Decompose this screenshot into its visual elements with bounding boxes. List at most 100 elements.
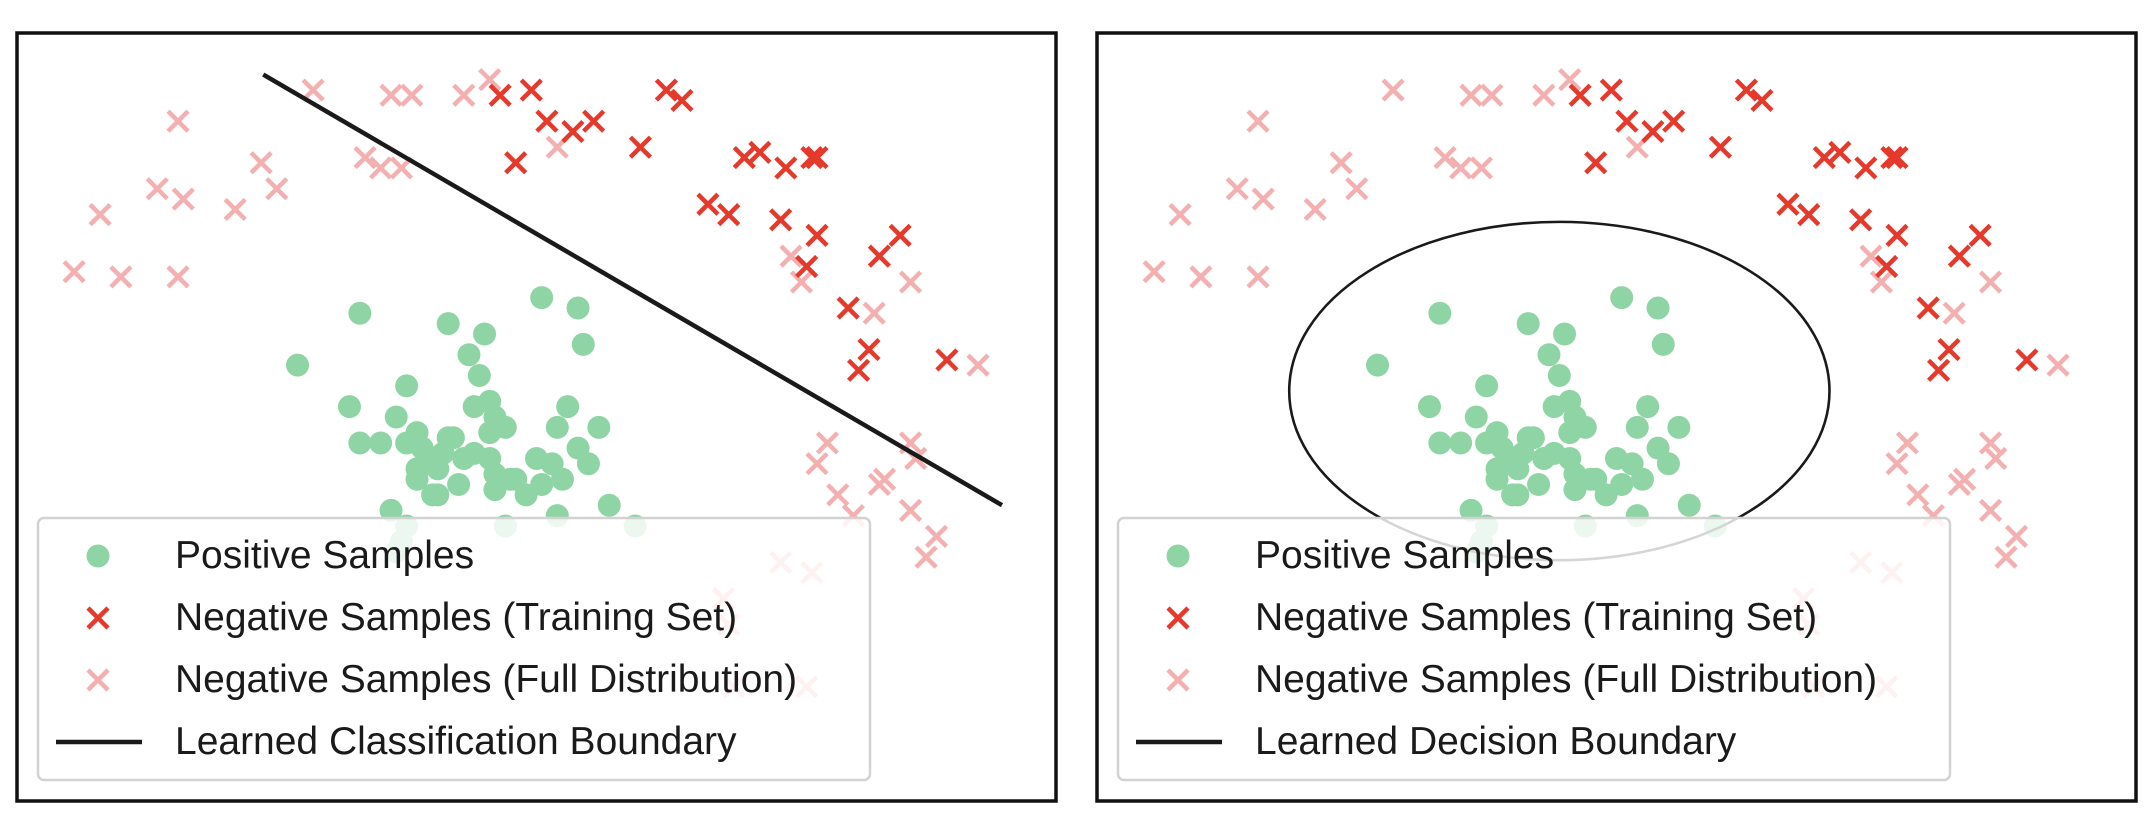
negative-full-point [1942, 301, 1966, 325]
legend-marker-negative-train [86, 606, 110, 630]
positive-point [348, 431, 372, 455]
negative-train-point-stroke [1854, 156, 1878, 180]
negative-full-point-stroke [88, 203, 112, 227]
negative-full-point [1225, 177, 1249, 201]
negative-train-point [1734, 78, 1758, 102]
negative-full-point-stroke [1869, 270, 1894, 294]
negative-train-point-stroke [1797, 203, 1821, 227]
negative-train-point [2015, 348, 2039, 372]
legend-label-negative-train: Negative Samples (Training Set) [175, 596, 737, 639]
legend-label-boundary: Learned Decision Boundary [1255, 720, 1737, 763]
negative-train-point [774, 156, 798, 180]
negative-full-point [171, 187, 195, 211]
positive-point [1610, 286, 1634, 310]
negative-full-point-stroke [1952, 467, 1977, 491]
negative-train-point [769, 208, 793, 232]
negative-full-point-stroke [2004, 524, 2029, 548]
panel-decision: Positive Samples Negative Samples (Train… [1095, 31, 2138, 803]
negative-full-point-stroke [1895, 431, 1920, 455]
negative-train-point [1615, 109, 1639, 133]
positive-point [1417, 395, 1441, 419]
negative-train-point-stroke [1750, 88, 1774, 113]
positive-point [1625, 415, 1649, 439]
negative-full-point-stroke [1246, 265, 1270, 289]
negative-full-point [109, 265, 133, 289]
negative-full-point-stroke [1480, 83, 1504, 107]
negative-full-point-stroke [924, 524, 949, 548]
positive-point [1366, 353, 1390, 377]
negative-train-point [1885, 223, 1909, 247]
legend-label-positive: Positive Samples [175, 534, 474, 577]
negative-full-point-stroke [1978, 431, 2003, 455]
negative-full-point [1246, 109, 1270, 133]
positive-point [1485, 457, 1509, 481]
positive-point [550, 467, 574, 491]
legend-box [36, 516, 872, 782]
negative-full-point-stroke [171, 187, 195, 211]
negative-full-point-stroke [826, 483, 850, 507]
positive-point [384, 405, 408, 429]
negative-full-point [1345, 177, 1369, 201]
negative-full-point [1994, 545, 2018, 569]
positive-point [1542, 441, 1566, 465]
negative-full-point [1952, 467, 1977, 491]
negative-full-point-stroke [1984, 446, 2008, 471]
negative-full-point-stroke [452, 83, 476, 107]
negative-full-point-stroke [1449, 156, 1473, 180]
negative-full-point [1246, 265, 1270, 289]
legend-label-boundary: Learned Classification Boundary [175, 720, 737, 763]
legend-marker-negative-train-stroke [1166, 606, 1190, 630]
negative-full-point-stroke [789, 270, 814, 294]
negative-train-point-stroke [535, 109, 559, 133]
positive-point [1449, 431, 1473, 455]
negative-full-point [1859, 244, 1883, 268]
negative-full-point [789, 270, 814, 294]
negative-full-point [872, 467, 897, 491]
negative-full-point-stroke [1942, 301, 1966, 325]
negative-full-point-stroke [966, 353, 990, 377]
positive-point [1428, 301, 1452, 325]
negative-train-point [1849, 208, 1873, 232]
positive-point [286, 353, 310, 377]
negative-train-point [1812, 145, 1836, 170]
negative-full-point-stroke [862, 301, 886, 325]
negative-train-point [1880, 145, 1904, 170]
negative-train-point-stroke [1708, 135, 1732, 159]
negative-train-point [846, 358, 871, 382]
negative-full-point-stroke [1168, 203, 1192, 227]
positive-point [379, 498, 403, 522]
negative-full-point [1329, 151, 1353, 175]
positive-point [447, 472, 471, 496]
negative-full-point [1433, 145, 1457, 170]
negative-full-point [898, 270, 923, 294]
negative-train-point [1708, 135, 1732, 159]
negative-full-point-stroke [898, 270, 923, 294]
positive-point [337, 395, 361, 419]
positive-point [1537, 343, 1561, 367]
negative-train-point-stroke [1812, 145, 1836, 170]
negative-train-point [800, 145, 824, 170]
legend-label-negative-full: Negative Samples (Full Distribution) [1255, 658, 1877, 701]
negative-full-point [301, 78, 325, 102]
negative-full-point-stroke [249, 151, 273, 175]
positive-point [1636, 395, 1660, 419]
negative-full-point-stroke [898, 498, 923, 522]
negative-train-point [670, 88, 694, 113]
negative-train-point [867, 244, 891, 268]
positive-point [1475, 374, 1499, 398]
positive-point [1516, 426, 1540, 450]
negative-full-point-stroke [1251, 187, 1275, 211]
panel-classification: Positive Samples Negative Samples (Train… [15, 31, 1058, 803]
positive-point [597, 493, 621, 517]
negative-full-point [353, 145, 377, 170]
positive-point [473, 322, 497, 346]
negative-full-point [862, 301, 886, 325]
negative-full-point [2046, 353, 2070, 377]
negative-train-point [1916, 296, 1940, 320]
negative-full-point-stroke [109, 265, 133, 289]
positive-point [395, 431, 419, 455]
legend-key-positive [86, 544, 110, 568]
negative-train-point-stroke [1875, 254, 1899, 279]
negative-train-point [805, 145, 829, 170]
